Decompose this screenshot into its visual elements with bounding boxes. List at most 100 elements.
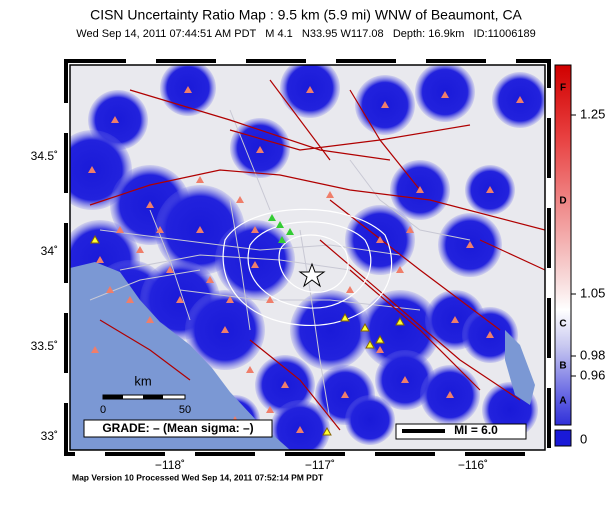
station <box>246 366 254 373</box>
uncertainty-area <box>270 400 330 450</box>
station <box>206 276 214 283</box>
roads <box>89 109 471 421</box>
station <box>176 296 184 303</box>
epicenter <box>298 262 326 288</box>
station <box>88 166 96 173</box>
station <box>221 326 229 333</box>
colorbar-label: 0.98 <box>580 347 605 362</box>
station <box>326 191 334 198</box>
lat-labels: 34.5˚ 34˚ 33.5˚ 33˚ <box>31 149 58 443</box>
station <box>251 226 259 233</box>
scale-end: 50 <box>179 404 191 416</box>
scale-bar: km 0 50 <box>100 373 191 415</box>
station-flagged <box>395 316 405 326</box>
station <box>296 426 304 433</box>
station <box>106 286 114 293</box>
station <box>184 86 192 93</box>
scale-bar-segment <box>103 395 123 399</box>
station <box>96 256 104 263</box>
grade-letter: B <box>559 361 566 372</box>
station <box>381 101 389 108</box>
uncertainty-area <box>290 290 370 370</box>
fault <box>349 89 421 191</box>
road <box>89 269 201 301</box>
map-area <box>70 65 545 450</box>
station <box>226 296 234 303</box>
scale-bar-segment <box>143 395 163 399</box>
lat-label: 33˚ <box>41 429 58 443</box>
mi-legend-box <box>395 423 527 440</box>
station <box>516 96 524 103</box>
station <box>126 296 134 303</box>
station-green <box>276 221 284 228</box>
map-frame <box>69 64 546 451</box>
station <box>376 346 384 353</box>
footer: Map Version 10 Processed Wed Sep 14, 201… <box>72 472 324 482</box>
salton-sea <box>505 330 535 405</box>
road <box>99 229 401 256</box>
colorbar-label: 0 <box>580 431 587 446</box>
fault <box>349 269 481 391</box>
station <box>251 261 259 268</box>
station <box>196 176 204 183</box>
station <box>341 391 349 398</box>
station <box>116 226 124 233</box>
station-flagged <box>365 339 375 349</box>
contour <box>222 208 392 326</box>
station <box>136 246 144 253</box>
contour <box>278 234 349 293</box>
uncertainty-area <box>215 220 295 300</box>
station <box>441 91 449 98</box>
colorbar-scale <box>554 64 572 426</box>
station <box>111 116 119 123</box>
station <box>406 226 414 233</box>
map-border <box>64 59 551 456</box>
colorbar-zero <box>554 429 572 447</box>
colorbar-label: 1.25 <box>580 106 605 121</box>
station <box>281 381 289 388</box>
lon-label: −117˚ <box>305 458 335 472</box>
station-flagged <box>375 334 385 344</box>
station <box>306 86 314 93</box>
fault <box>99 319 191 381</box>
station <box>156 226 164 233</box>
station-flagged <box>340 312 350 322</box>
lon-label: −118˚ <box>155 458 185 472</box>
station <box>416 186 424 193</box>
lon-labels: −118˚ −117˚ −116˚ <box>155 458 488 472</box>
station <box>146 316 154 323</box>
station <box>256 146 264 153</box>
colorbar-label: 0.96 <box>580 367 605 382</box>
station <box>451 316 459 323</box>
road <box>179 289 421 311</box>
lat-label: 33.5˚ <box>31 339 58 353</box>
intensity-contours <box>222 208 392 326</box>
station <box>196 226 204 233</box>
title: CISN Uncertainty Ratio Map : 9.5 km (5.9… <box>90 7 522 23</box>
grade-letter: C <box>559 319 566 330</box>
station-flagged <box>360 322 370 332</box>
faults <box>89 79 545 431</box>
fault <box>89 169 545 231</box>
scale-start: 0 <box>100 404 106 416</box>
grade-letter: D <box>559 196 566 207</box>
scale-unit: km <box>134 373 151 388</box>
station <box>266 296 274 303</box>
fault <box>229 124 471 151</box>
lon-label: −116˚ <box>458 458 488 472</box>
station-green <box>278 236 286 243</box>
station <box>446 391 454 398</box>
station <box>486 186 494 193</box>
station <box>91 346 99 353</box>
station <box>486 331 494 338</box>
station-green <box>286 228 294 235</box>
station <box>401 376 409 383</box>
station-flagged <box>322 426 332 436</box>
uncertainty-area <box>345 395 395 445</box>
station <box>266 406 274 413</box>
contour <box>247 221 372 309</box>
ocean <box>70 262 290 450</box>
road <box>149 209 191 321</box>
station <box>166 266 174 273</box>
